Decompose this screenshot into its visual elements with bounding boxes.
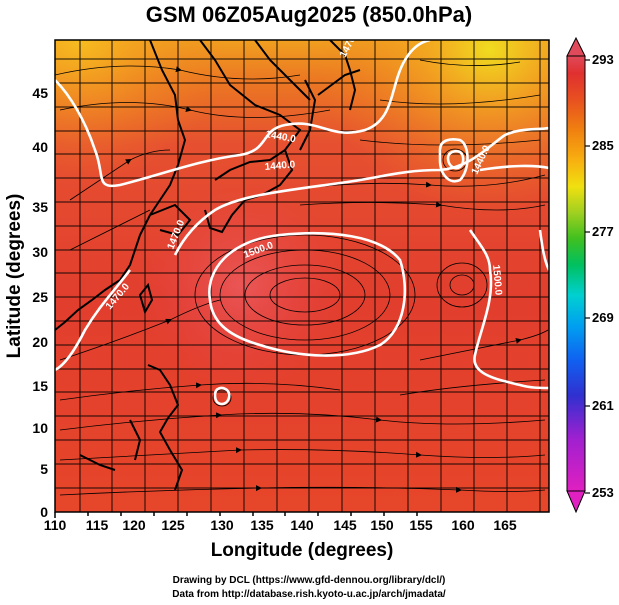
- x-tick-label: 130: [210, 517, 234, 533]
- contour-label: 1440.0: [264, 129, 296, 145]
- x-axis-label: Longitude (degrees): [211, 540, 394, 561]
- x-tick-label: 125: [161, 517, 185, 533]
- colorbar-tick-label: 285: [592, 138, 614, 153]
- y-tick-label: 0: [40, 504, 48, 520]
- y-tick-label: 40: [32, 139, 48, 155]
- x-tick-label: 115: [86, 517, 109, 533]
- y-tick-label: 20: [32, 334, 48, 350]
- x-tick-label: 135: [250, 517, 274, 533]
- colorbar-tick-label: 269: [592, 310, 614, 325]
- x-ticks: [54, 512, 418, 518]
- contour-label: 1440.0: [264, 159, 296, 173]
- plot-area: 1470.0 1440.0 1440.0 1470.0 1500.0 1500.…: [55, 40, 549, 512]
- x-tick-labels: 110 115 120 125 130 135 140 145 150 155 …: [44, 517, 517, 533]
- colorbar-tick-label: 293: [592, 52, 614, 67]
- credit-line-1: Drawing by DCL (https://www.gfd-dennou.o…: [173, 575, 446, 586]
- y-axis-label: Latitude (degrees): [4, 194, 25, 359]
- coastlines: [55, 40, 361, 491]
- colorbar: 293 285 277 269 261 253: [566, 36, 614, 514]
- colorbar-tick-label: 277: [592, 224, 614, 239]
- moist-region-center: [55, 40, 549, 512]
- x-tick-label: 140: [290, 517, 314, 533]
- contour-label: 1500.0: [490, 264, 504, 296]
- x-tick-label: 165: [493, 517, 517, 533]
- y-tick-label: 10: [32, 420, 48, 436]
- plot-frame: [54, 39, 550, 513]
- colorbar-tick-label: 253: [592, 485, 614, 500]
- credit-line-2: Data from http://database.rish.kyoto-u.a…: [172, 589, 446, 600]
- colorbar-scale: [566, 55, 586, 492]
- x-tick-label: 155: [409, 517, 433, 533]
- chart-title: GSM 06Z05Aug2025 (850.0hPa): [146, 2, 472, 27]
- colorbar-bottom-arrow: [566, 490, 586, 514]
- geopotential-contours: [55, 40, 549, 406]
- colorbar-tick-label: 261: [592, 398, 614, 413]
- x-tick-label: 110: [44, 517, 67, 533]
- y-tick-labels: 0 5 10 15 20 25 30 35 40 45: [32, 85, 48, 520]
- y-tick-label: 15: [32, 378, 48, 394]
- x-tick-label: 150: [370, 517, 394, 533]
- y-tick-label: 30: [32, 244, 48, 260]
- y-tick-label: 45: [32, 85, 48, 101]
- y-tick-label: 35: [32, 199, 48, 215]
- x-tick-label: 120: [122, 517, 146, 533]
- y-tick-label: 5: [40, 461, 48, 477]
- x-tick-label: 145: [333, 517, 357, 533]
- x-tick-label: 160: [451, 517, 475, 533]
- y-tick-label: 25: [32, 289, 48, 305]
- colorbar-top-arrow: [566, 36, 586, 57]
